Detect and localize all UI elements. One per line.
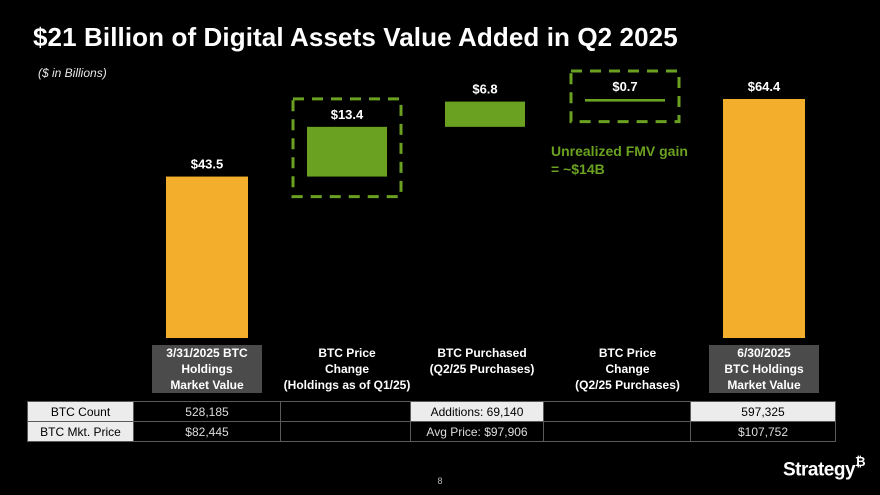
table-cell xyxy=(543,401,691,422)
category-label-end: 6/30/2025 BTC Holdings Market Value xyxy=(709,345,819,393)
table-cell xyxy=(543,421,691,442)
value-label-3: $0.7 xyxy=(612,79,637,94)
btc-stats-table: BTC Count 528,185 Additions: 69,140 597,… xyxy=(27,401,836,442)
value-label-2: $6.8 xyxy=(472,82,497,97)
value-label-4: $64.4 xyxy=(748,79,781,94)
strategy-logo: Strategy₿ xyxy=(783,454,866,481)
highlight-box-3 xyxy=(569,69,681,124)
bar-0 xyxy=(166,176,248,338)
page-number: 8 xyxy=(437,476,443,486)
category-label-start: 3/31/2025 BTC Holdings Market Value xyxy=(152,345,262,393)
waterfall-chart: $43.5 $13.4 $6.8 $0.7 $64.4 xyxy=(166,69,805,338)
unrealized-gain-annotation: Unrealized FMV gain = ~$14B xyxy=(551,142,688,178)
category-label-price-change-q2: BTC Price Change (Q2/25 Purchases) xyxy=(575,346,680,392)
table-cell: 597,325 xyxy=(690,401,836,422)
value-label-0: $43.5 xyxy=(191,157,224,172)
table-cell: 528,185 xyxy=(133,401,281,422)
bar-3 xyxy=(585,99,665,102)
bar-1 xyxy=(307,126,387,177)
page-title: $21 Billion of Digital Assets Value Adde… xyxy=(33,22,678,52)
table-cell: Avg Price: $97,906 xyxy=(410,421,544,442)
table-cell: Additions: 69,140 xyxy=(410,401,544,422)
highlight-box-1 xyxy=(291,97,403,199)
table-row: BTC Mkt. Price $82,445 Avg Price: $97,90… xyxy=(27,421,836,442)
table-cell xyxy=(280,401,411,422)
annotation-line-2: = ~$14B xyxy=(551,161,605,177)
row-header: BTC Mkt. Price xyxy=(27,421,134,442)
table-cell: $107,752 xyxy=(690,421,836,442)
value-label-1: $13.4 xyxy=(331,107,364,122)
table-cell xyxy=(280,421,411,442)
table-cell: $82,445 xyxy=(133,421,281,442)
row-header: BTC Count xyxy=(27,401,134,422)
bar-4 xyxy=(723,99,805,338)
category-label-price-change-q1: BTC Price Change (Holdings as of Q1/25) xyxy=(283,346,411,392)
annotation-line-1: Unrealized FMV gain xyxy=(551,143,688,159)
category-label-purchased: BTC Purchased (Q2/25 Purchases) xyxy=(429,346,535,376)
bitcoin-mark-icon: ₿ xyxy=(855,454,866,469)
bar-2 xyxy=(445,101,525,127)
units-note: ($ in Billions) xyxy=(38,66,107,80)
table-row: BTC Count 528,185 Additions: 69,140 597,… xyxy=(27,401,836,422)
